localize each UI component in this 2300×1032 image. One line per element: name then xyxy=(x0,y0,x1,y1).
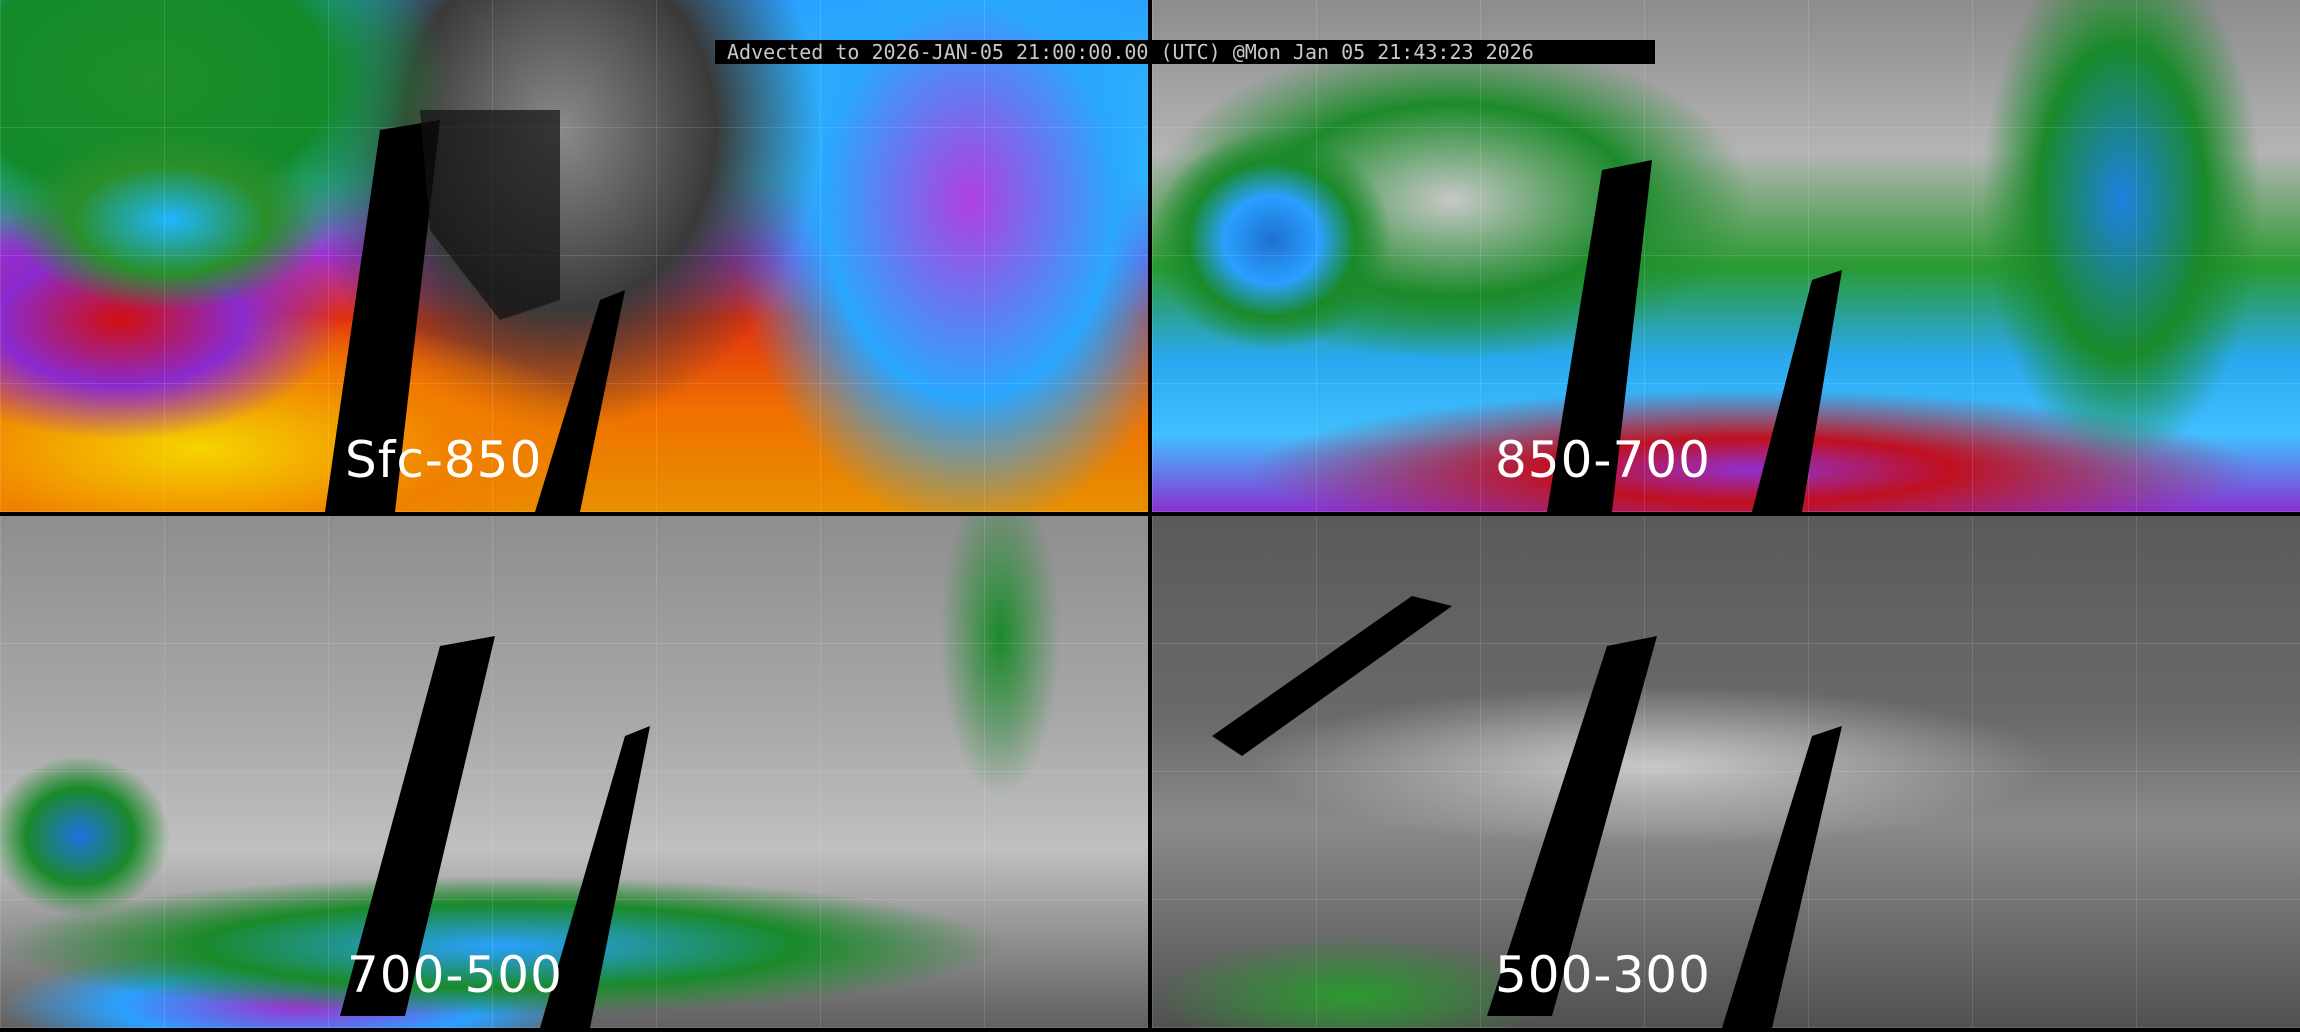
layer-label: Sfc-850 xyxy=(345,431,543,489)
no-data-swath xyxy=(340,636,650,1028)
layer-label: 850-700 xyxy=(1495,431,1711,489)
no-data-swath xyxy=(1547,160,1842,512)
panel-850-700: 850-700 xyxy=(1152,0,2300,512)
panel-700-500: 700-500 xyxy=(0,516,1148,1028)
lat-lon-grid xyxy=(1152,516,2300,1028)
lat-lon-grid xyxy=(1152,0,2300,512)
panel-sfc-850: Sfc-850 xyxy=(0,0,1148,512)
layer-label: 700-500 xyxy=(347,946,563,1004)
timestamp-title: Advected to 2026-JAN-05 21:00:00.00 (UTC… xyxy=(715,40,1655,64)
panel-500-300: 500-300 xyxy=(1152,516,2300,1028)
no-data-swath xyxy=(325,110,625,512)
no-data-swath xyxy=(1212,596,1842,1028)
layer-label: 500-300 xyxy=(1495,946,1711,1004)
